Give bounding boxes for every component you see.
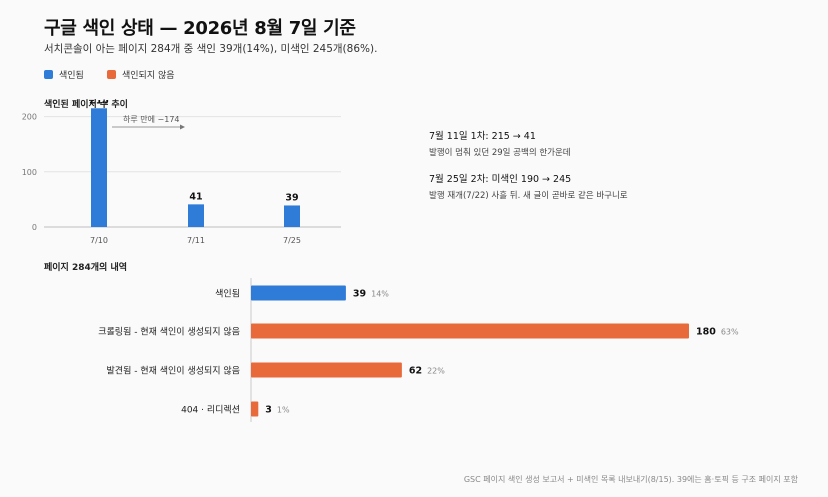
bar — [251, 323, 689, 339]
trend-chart: 0 100 200 215 7/10 41 7/11 39 7/25 하루 만에 −174 — [22, 100, 341, 245]
category-label: 색인됨 — [215, 288, 240, 300]
x-tick-label: 7/25 — [283, 236, 301, 245]
bar-percent-label: 63% — [721, 328, 739, 337]
page-title: 구글 색인 상태 — 2026년 8월 7일 기준 — [44, 18, 356, 39]
x-tick-label: 7/10 — [90, 236, 108, 245]
legend-item-indexed: 색인됨 — [44, 68, 84, 81]
bar — [251, 362, 402, 378]
y-tick-label: 100 — [22, 168, 37, 177]
legend-swatch-indexed — [44, 70, 53, 79]
annotation-label: 하루 만에 −174 — [123, 114, 180, 124]
note-2-body: 발행 재개(7/22) 사흘 뒤. 새 글이 곧바로 같은 바구니로 — [429, 191, 628, 201]
breakdown-chart: 색인됨 39 14% 크롤링됨 - 현재 색인이 생성되지 않음 180 63% 발견됨 -… — [98, 278, 739, 422]
bar — [284, 205, 300, 227]
y-tick-label: 200 — [22, 113, 37, 122]
legend-swatch-not-indexed — [107, 70, 116, 79]
x-tick-label: 7/11 — [187, 236, 205, 245]
bar — [251, 285, 346, 301]
bar-percent-label: 1% — [277, 406, 290, 415]
annotation-arrow-head — [180, 124, 185, 130]
legend-item-not-indexed: 색인되지 않음 — [107, 68, 175, 81]
bar — [251, 401, 259, 417]
category-label: 발견됨 - 현재 색인이 생성되지 않음 — [107, 365, 240, 377]
bar-value-label: 3 — [265, 405, 272, 416]
bar-value-label: 41 — [189, 191, 202, 202]
legend-label-indexed: 색인됨 — [59, 71, 84, 81]
bar-value-label: 62 — [409, 366, 422, 377]
bar — [188, 204, 204, 227]
bar-value-label: 180 — [696, 327, 716, 338]
page-subtitle: 서치콘솔이 아는 페이지 284개 중 색인 39개(14%), 미색인 245… — [44, 43, 378, 55]
trend-chart-title: 색인된 페이지 수 추이 — [44, 100, 128, 110]
bar — [91, 108, 107, 227]
bar-percent-label: 22% — [427, 367, 445, 376]
bar-value-label: 39 — [353, 289, 366, 300]
footer-note: GSC 페이지 색인 생성 보고서 + 미색인 목록 내보내기(8/15). 3… — [463, 475, 798, 484]
y-tick-label: 0 — [32, 223, 37, 232]
category-label: 404 · 리디렉션 — [181, 405, 240, 416]
note-1-heading: 7월 11일 1차: 215 → 41 — [429, 131, 536, 142]
bar-value-label: 39 — [285, 192, 298, 203]
note-2-heading: 7월 25일 2차: 미색인 190 → 245 — [429, 174, 572, 185]
breakdown-chart-title: 페이지 284개의 내역 — [44, 263, 128, 273]
bar-percent-label: 14% — [371, 290, 389, 299]
note-1-body: 발행이 멈춰 있던 29일 공백의 한가운데 — [429, 148, 571, 158]
category-label: 크롤링됨 - 현재 색인이 생성되지 않음 — [98, 326, 240, 338]
legend-label-not-indexed: 색인되지 않음 — [122, 71, 175, 81]
bar-value-label: 215 — [89, 100, 109, 106]
